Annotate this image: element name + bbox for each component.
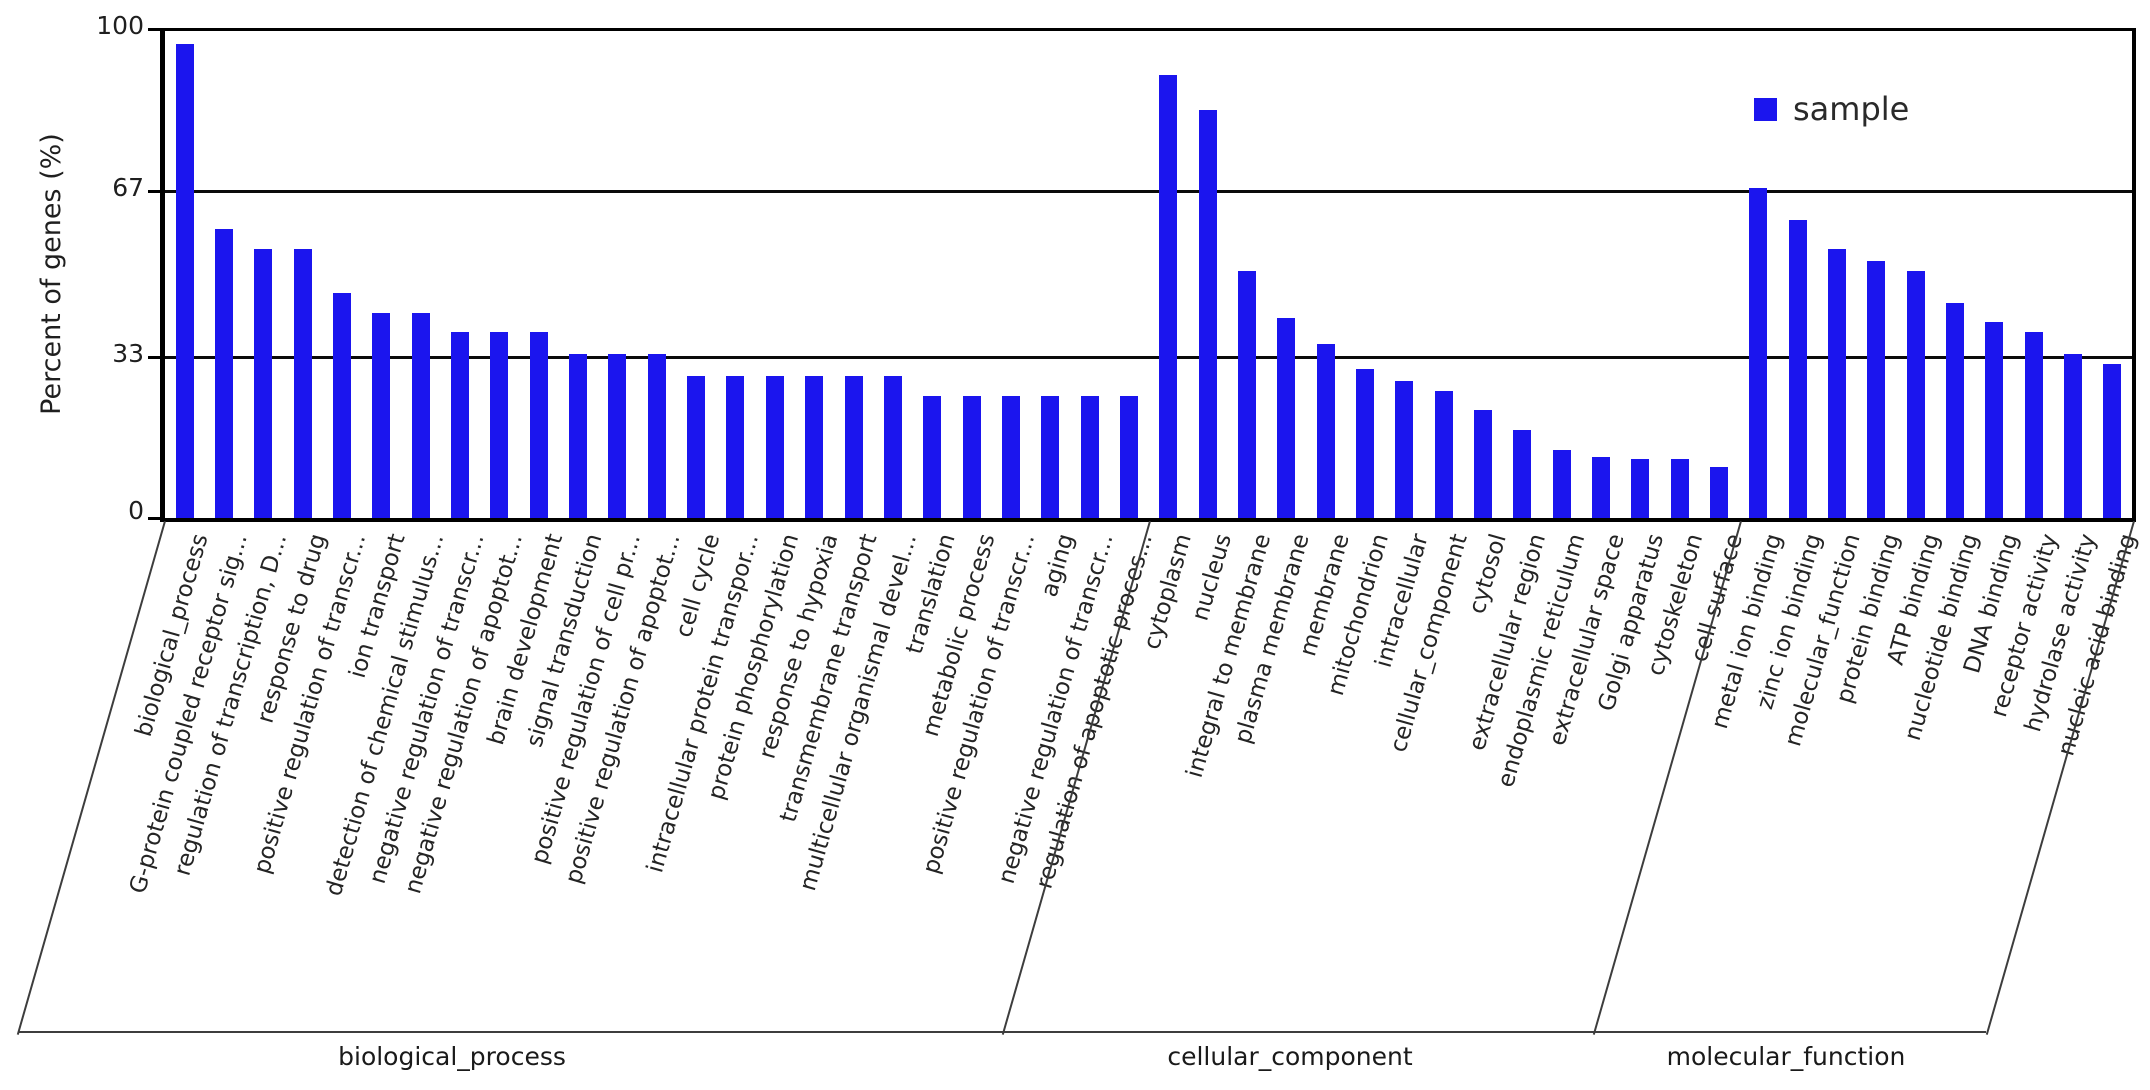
gridline-33 (165, 356, 2132, 359)
bar-zinc-ion-binding (1788, 220, 1807, 518)
bar-endoplasmic-reticulum (1552, 450, 1571, 518)
bar-biological-process (175, 44, 194, 518)
bar-dna-binding (1985, 322, 2004, 518)
legend-swatch-icon (1754, 97, 1777, 121)
bar-signal-transduction (569, 354, 588, 518)
bar-cellular-component (1434, 391, 1453, 518)
ytick-label-100: 100 (96, 11, 144, 40)
ytick-mark-100 (148, 28, 163, 31)
bar-molecular-function (1828, 249, 1846, 518)
bar-positive-regulation-of-apoptot (647, 354, 666, 518)
bar-mitochondrion (1355, 369, 1374, 518)
bar-atp-binding (1906, 271, 1925, 518)
x-axis-line (160, 518, 2136, 522)
bar-negative-regulation-of-apoptot (490, 332, 509, 518)
bar-cytoskeleton (1670, 459, 1689, 518)
category-label-biological-process: biological_process (338, 1042, 566, 1071)
bar-multicellular-organismal-devel (883, 376, 902, 518)
bar-nucleus (1198, 110, 1217, 518)
bar-metabolic-process (962, 396, 981, 518)
bar-golgi-apparatus (1631, 459, 1650, 518)
bar-metal-ion-binding (1749, 188, 1768, 518)
bar-positive-regulation-of-transcr (333, 293, 351, 518)
category-band-line (18, 1031, 1986, 1033)
bar-positive-regulation-of-transcr (1001, 396, 1020, 518)
bar-negative-regulation-of-transcr (1080, 396, 1099, 518)
bar-membrane (1316, 344, 1335, 518)
bar-translation (923, 396, 942, 518)
bar-regulation-of-transcription-d (254, 249, 273, 518)
separator-left (16, 521, 166, 1035)
bar-intracellular-protein-transpor (726, 376, 745, 518)
bar-detection-of-chemical-stimulus (411, 313, 430, 518)
category-label-cellular-component: cellular_component (1167, 1042, 1413, 1071)
bar-intracellular (1395, 381, 1414, 518)
ytick-label-33: 33 (112, 339, 144, 368)
ytick-label-67: 67 (112, 173, 144, 202)
y-axis-title: Percent of genes (%) (36, 133, 67, 415)
bar-brain-development (529, 332, 548, 518)
bar-protein-binding (1867, 261, 1886, 518)
bar-integral-to-membrane (1237, 271, 1256, 518)
bar-ion-transport (372, 313, 391, 518)
bar-extracellular-region (1513, 430, 1532, 518)
bar-cytoplasm (1159, 75, 1178, 518)
top-spine (161, 28, 2136, 31)
x-tick-label-text: aging (1036, 531, 1080, 600)
bar-receptor-activity (2024, 332, 2043, 518)
bar-transmembrane-transport (844, 376, 863, 518)
left-spine (160, 28, 165, 522)
ytick-label-0: 0 (128, 496, 144, 525)
ytick-mark-67 (148, 190, 163, 193)
bar-g-protein-coupled-receptor-sig (215, 229, 233, 518)
bar-nucleotide-binding (1946, 303, 1964, 518)
bar-response-to-hypoxia (805, 376, 824, 518)
bar-cytosol (1473, 410, 1492, 518)
bar-protein-phosphorylation (765, 376, 784, 518)
bar-extracellular-space (1591, 457, 1610, 518)
bar-nucleic-acid-binding (2103, 364, 2122, 518)
bar-response-to-drug (293, 249, 312, 518)
gridline-67 (165, 190, 2132, 193)
bar-positive-regulation-of-cell-pr (608, 354, 627, 518)
bar-negative-regulation-of-transcr (451, 332, 470, 518)
bar-regulation-of-apoptotic-proces (1119, 396, 1138, 518)
ytick-mark-33 (148, 356, 163, 359)
legend: sample (1754, 90, 1909, 128)
category-label-molecular-function: molecular_function (1666, 1042, 1906, 1071)
bar-cell-surface (1709, 467, 1728, 518)
ytick-mark-0 (148, 517, 163, 520)
right-spine (2132, 28, 2136, 522)
bar-hydrolase-activity (2064, 354, 2082, 518)
bar-cell-cycle (687, 376, 706, 518)
bar-aging (1041, 396, 1060, 518)
legend-label: sample (1793, 90, 1910, 128)
bar-plasma-membrane (1277, 318, 1296, 518)
